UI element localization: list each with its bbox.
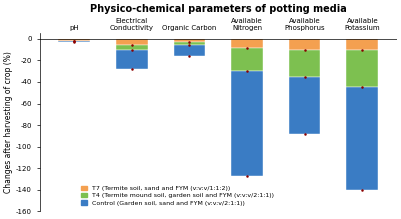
Title: Physico-chemical parameters of potting media: Physico-chemical parameters of potting m… (90, 4, 346, 14)
Bar (231, 39, 263, 48)
Y-axis label: Changes after harvesting of crop (%): Changes after harvesting of crop (%) (4, 51, 13, 193)
Bar (289, 50, 320, 77)
Bar (58, 41, 90, 42)
Bar (116, 39, 148, 45)
Bar (174, 45, 205, 56)
Bar (58, 39, 90, 41)
Bar (289, 77, 320, 134)
Bar (346, 87, 378, 190)
Bar (346, 39, 378, 50)
Bar (174, 42, 205, 45)
Bar (116, 50, 148, 69)
Bar (231, 71, 263, 176)
Legend: T7 (Termite soil, sand and FYM (v:v:v/1:1:2)), T4 (Termite mound soil, garden so: T7 (Termite soil, sand and FYM (v:v:v/1:… (79, 183, 277, 208)
Bar (289, 39, 320, 50)
Bar (116, 45, 148, 50)
Bar (231, 48, 263, 71)
Bar (174, 39, 205, 42)
Bar (346, 50, 378, 87)
